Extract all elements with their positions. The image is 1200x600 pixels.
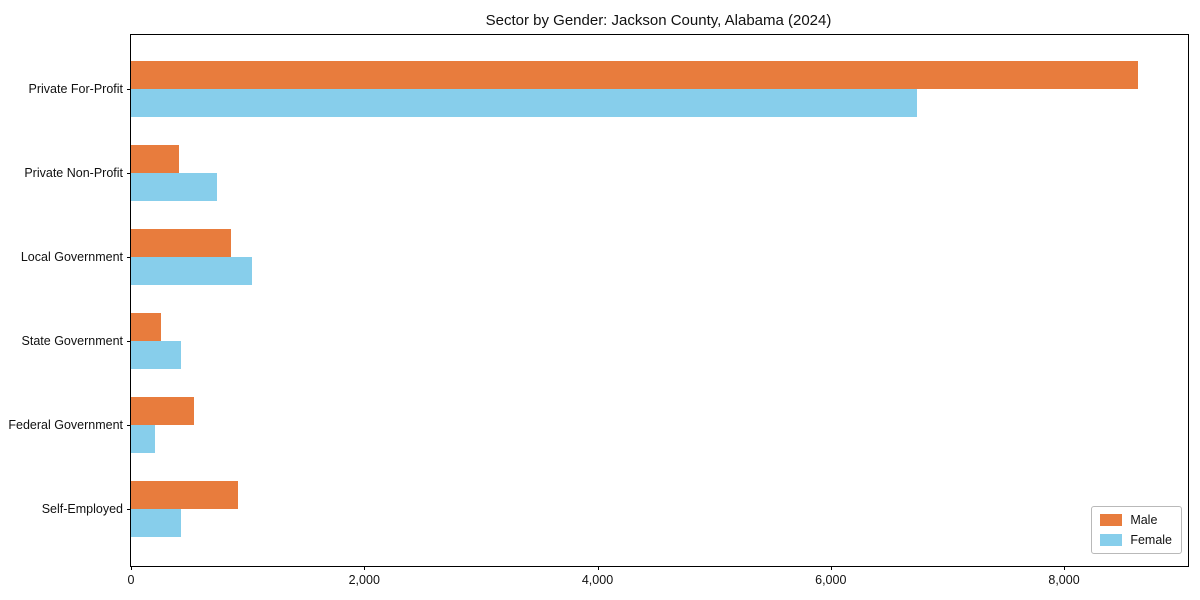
xtick-label-6000: 6,000 xyxy=(815,573,847,587)
ytick-label-private-for-profit: Private For-Profit xyxy=(28,82,123,96)
legend-label-female: Female xyxy=(1130,533,1172,547)
legend-label-male: Male xyxy=(1130,513,1158,527)
xtick-mark-8000 xyxy=(1064,566,1066,570)
bar-female-private-non-profit xyxy=(131,173,217,201)
legend-entry-female: Female xyxy=(1100,533,1172,547)
ytick-label-state-government: State Government xyxy=(21,334,123,348)
xtick-label-2000: 2,000 xyxy=(348,573,380,587)
legend: Male Female xyxy=(1091,506,1182,554)
bar-female-state-government xyxy=(131,341,182,369)
bar-female-private-for-profit xyxy=(131,89,918,117)
legend-entry-male: Male xyxy=(1100,513,1172,527)
bar-female-local-government xyxy=(131,257,253,285)
bar-male-private-non-profit xyxy=(131,145,179,173)
plot-area: 0 2,000 4,000 6,000 8,000 Private For-Profit… xyxy=(8,34,1189,587)
chart-title: Sector by Gender: Jackson County, Alabam… xyxy=(485,12,832,29)
bar-male-state-government xyxy=(131,313,161,341)
xtick-mark-4000 xyxy=(597,566,599,570)
legend-swatch-male xyxy=(1100,514,1123,526)
bar-male-local-government xyxy=(131,229,232,257)
bar-male-self-employed xyxy=(131,481,239,509)
xtick-label-8000: 8,000 xyxy=(1048,573,1080,587)
ytick-mark-local-government xyxy=(127,257,131,258)
ytick-mark-federal-government xyxy=(127,425,131,426)
legend-swatch-female xyxy=(1100,534,1123,546)
ytick-mark-private-non-profit xyxy=(127,173,131,174)
ytick-label-self-employed: Self-Employed xyxy=(41,502,123,516)
ytick-label-private-non-profit: Private Non-Profit xyxy=(24,166,123,180)
bar-female-federal-government xyxy=(131,425,155,453)
bar-male-federal-government xyxy=(131,397,194,425)
ytick-mark-self-employed xyxy=(127,509,131,510)
bar-female-self-employed xyxy=(131,509,182,537)
ytick-label-local-government: Local Government xyxy=(20,250,123,264)
ytick-mark-state-government xyxy=(127,341,131,342)
xtick-mark-0 xyxy=(131,566,132,570)
xtick-label-4000: 4,000 xyxy=(581,573,614,587)
xtick-mark-2000 xyxy=(364,566,366,570)
ytick-mark-private-for-profit xyxy=(127,89,131,90)
bar-male-private-for-profit xyxy=(131,61,1138,89)
xtick-mark-6000 xyxy=(830,566,832,570)
xtick-label-0: 0 xyxy=(127,573,135,587)
ytick-label-federal-government: Federal Government xyxy=(8,418,123,432)
